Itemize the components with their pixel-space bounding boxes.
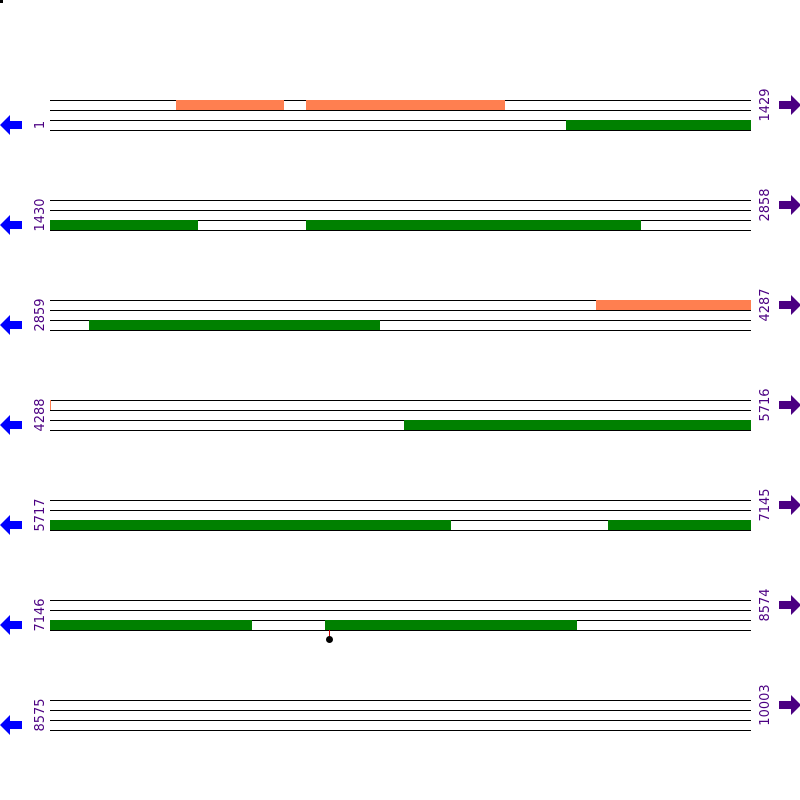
strand-line: [50, 330, 751, 331]
map-row: 4288 5716: [0, 388, 800, 440]
right-arrow-icon[interactable]: [779, 195, 800, 219]
map-row: 7146 8574: [0, 588, 800, 643]
row-end-label: 7145: [758, 488, 773, 522]
left-arrow-icon[interactable]: [0, 315, 22, 339]
strand-line: [50, 310, 751, 311]
reverse-feature[interactable]: [404, 420, 751, 430]
left-arrow-icon[interactable]: [0, 515, 22, 539]
row-end-label: 1429: [758, 88, 773, 122]
strand-line: [50, 300, 751, 301]
strand-line: [50, 720, 751, 721]
reverse-feature[interactable]: [50, 620, 252, 630]
map-row: 8575 10003: [0, 684, 800, 740]
marker-dot[interactable]: [326, 636, 334, 643]
strand-line: [50, 120, 751, 121]
row-end-label: 2858: [758, 188, 773, 222]
strand-line: [50, 610, 751, 611]
row-start-label: 2859: [33, 298, 48, 332]
right-arrow-icon[interactable]: [779, 395, 800, 419]
strand-line: [50, 200, 751, 201]
strand-line: [50, 420, 751, 421]
strand-line: [50, 510, 751, 511]
row-start-label: 5717: [33, 498, 48, 532]
map-row: 5717 7145: [0, 488, 800, 540]
left-arrow-icon[interactable]: [0, 715, 22, 739]
right-arrow-icon[interactable]: [779, 495, 800, 519]
forward-feature[interactable]: [50, 400, 51, 410]
row-start-label: 1: [33, 120, 48, 130]
strand-line: [50, 130, 751, 131]
reverse-feature[interactable]: [607, 520, 751, 530]
map-row: 2859 4287: [0, 288, 800, 340]
left-arrow-icon[interactable]: [0, 415, 22, 439]
row-end-label: 8574: [758, 588, 773, 622]
left-arrow-icon[interactable]: [0, 115, 22, 139]
row-start-label: 1430: [33, 198, 48, 232]
row-end-label: 4287: [758, 288, 773, 322]
strand-line: [50, 320, 751, 321]
corner-mark: [0, 0, 3, 3]
reverse-feature[interactable]: [50, 220, 198, 230]
row-end-label: 5716: [758, 388, 773, 422]
reverse-feature[interactable]: [89, 320, 380, 330]
reverse-feature[interactable]: [306, 220, 641, 230]
forward-feature[interactable]: [595, 300, 751, 310]
forward-feature[interactable]: [305, 100, 505, 110]
reverse-feature[interactable]: [565, 120, 751, 130]
strand-line: [50, 430, 751, 431]
map-row: 1430 2858: [0, 188, 800, 240]
reverse-feature[interactable]: [50, 520, 452, 530]
strand-line: [50, 230, 751, 231]
strand-line: [50, 110, 751, 111]
strand-line: [50, 400, 751, 401]
strand-line: [50, 210, 751, 211]
row-start-label: 8575: [33, 698, 48, 732]
row-start-label: 4288: [33, 398, 48, 432]
reverse-feature[interactable]: [325, 620, 578, 630]
strand-line: [50, 630, 751, 631]
strand-line: [50, 600, 751, 601]
left-arrow-icon[interactable]: [0, 215, 22, 239]
left-arrow-icon[interactable]: [0, 615, 22, 639]
strand-line: [50, 700, 751, 701]
strand-line: [50, 410, 751, 411]
right-arrow-icon[interactable]: [779, 595, 800, 619]
strand-line: [50, 710, 751, 711]
forward-feature[interactable]: [175, 100, 284, 110]
row-end-label: 10003: [758, 684, 773, 726]
right-arrow-icon[interactable]: [779, 695, 800, 719]
strand-line: [50, 530, 751, 531]
row-start-label: 7146: [33, 598, 48, 632]
right-arrow-icon[interactable]: [779, 295, 800, 319]
marker-stem: [329, 630, 331, 638]
strand-line: [50, 730, 751, 731]
map-row: 1 1429: [0, 88, 800, 140]
right-arrow-icon[interactable]: [779, 95, 800, 119]
strand-line: [50, 500, 751, 501]
